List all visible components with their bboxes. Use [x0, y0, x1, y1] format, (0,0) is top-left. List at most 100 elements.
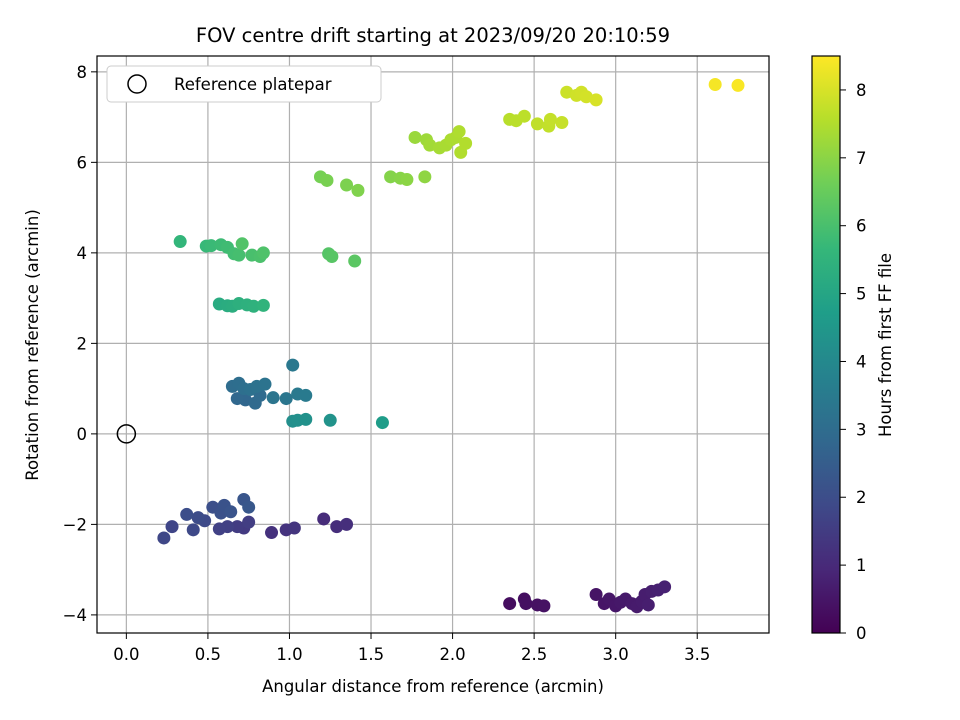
chart-title: FOV centre drift starting at 2023/09/20 …	[196, 24, 670, 47]
data-point	[165, 520, 179, 534]
data-point	[323, 413, 337, 427]
plot-area	[96, 55, 770, 634]
x-tick-label: 1.5	[358, 645, 384, 664]
data-point	[204, 239, 218, 253]
grid-lines	[97, 56, 769, 633]
data-point	[266, 391, 280, 405]
data-point	[279, 392, 293, 406]
y-tick-label: −2	[63, 515, 87, 534]
data-point	[351, 183, 365, 197]
y-tick-label: 2	[77, 334, 88, 353]
x-tick-label: 3.0	[603, 645, 629, 664]
data-point	[452, 125, 466, 139]
data-point	[375, 416, 389, 430]
colorbar: 0 1 2 3 4 5 6 7 8 Hours from first FF file	[811, 55, 895, 643]
data-point	[230, 520, 244, 534]
data-point	[180, 507, 194, 521]
data-point	[589, 588, 603, 602]
data-point	[517, 109, 531, 123]
colorbar-label: Hours from first FF file	[876, 253, 895, 437]
colorbar-tick-label: 4	[856, 352, 867, 371]
data-point	[299, 388, 313, 402]
data-point	[258, 377, 272, 391]
x-axis-label: Angular distance from reference (arcmin)	[262, 677, 604, 696]
data-point	[191, 511, 205, 525]
legend-entry: Reference platepar	[174, 75, 332, 94]
data-point	[232, 248, 246, 262]
data-point	[265, 526, 279, 540]
x-tick-label: 1.0	[276, 645, 302, 664]
legend-box	[106, 65, 382, 103]
data-point	[330, 520, 344, 534]
x-tick-label: 0.0	[113, 645, 139, 664]
data-point	[658, 580, 672, 594]
colorbar-tick-label: 8	[856, 81, 867, 100]
y-tick-label: 6	[77, 153, 88, 172]
data-point	[256, 246, 270, 260]
data-point	[317, 512, 331, 526]
data-point	[287, 521, 301, 535]
data-point	[641, 598, 655, 612]
data-point	[224, 505, 238, 519]
data-point	[348, 254, 362, 268]
data-point	[560, 85, 574, 99]
data-point	[299, 412, 313, 426]
data-point	[325, 249, 339, 263]
data-points	[157, 78, 745, 614]
data-point	[579, 90, 593, 104]
data-point	[537, 599, 551, 613]
plot-frame	[96, 55, 770, 634]
data-point	[242, 515, 256, 529]
data-point	[459, 136, 473, 150]
reference-platepar-marker	[116, 424, 137, 444]
colorbar-ticks: 0 1 2 3 4 5 6 7 8	[840, 81, 867, 643]
data-point	[731, 78, 745, 92]
data-point	[423, 138, 437, 152]
colorbar-frame	[811, 55, 841, 634]
data-point	[340, 517, 354, 531]
data-point	[340, 178, 354, 192]
colorbar-tick-label: 2	[856, 488, 867, 507]
colorbar-tick-label: 1	[856, 556, 867, 575]
data-point	[247, 299, 261, 313]
data-point	[408, 130, 422, 144]
colorbar-tick-label: 6	[856, 217, 867, 236]
colorbar-gradient	[812, 56, 840, 633]
data-point	[157, 531, 171, 545]
data-point	[400, 173, 414, 187]
colorbar-tick-label: 7	[856, 149, 867, 168]
x-axis-ticks: 0.0 0.5 1.0 1.5 2.0 2.5 3.0 3.5	[113, 633, 710, 664]
x-tick-label: 2.0	[439, 645, 465, 664]
y-tick-label: 8	[77, 63, 88, 82]
data-point	[530, 117, 544, 131]
data-point	[230, 392, 244, 406]
data-point	[543, 112, 557, 126]
colorbar-tick-label: 0	[856, 624, 867, 643]
data-point	[384, 170, 398, 184]
x-tick-label: 3.5	[684, 645, 710, 664]
data-point	[320, 173, 334, 187]
data-point	[242, 500, 256, 514]
data-point	[235, 237, 249, 251]
data-point	[212, 522, 226, 536]
y-axis-ticks: −4 −2 0 2 4 6 8	[63, 63, 97, 625]
y-tick-label: 0	[77, 425, 88, 444]
data-point	[256, 298, 270, 312]
x-tick-label: 0.5	[195, 645, 221, 664]
data-point	[286, 358, 300, 372]
data-point	[418, 170, 432, 184]
data-point	[186, 523, 200, 537]
data-point	[708, 78, 722, 92]
data-point	[589, 93, 603, 107]
data-point	[519, 597, 533, 611]
colorbar-tick-label: 5	[856, 285, 867, 304]
x-tick-label: 2.5	[521, 645, 547, 664]
plot-background	[97, 56, 769, 633]
data-point	[503, 597, 517, 611]
legend-marker-icon	[127, 74, 147, 94]
data-point	[555, 116, 569, 130]
y-tick-label: 4	[77, 244, 88, 263]
colorbar-tick-label: 3	[856, 420, 867, 439]
y-tick-label: −4	[63, 606, 87, 625]
